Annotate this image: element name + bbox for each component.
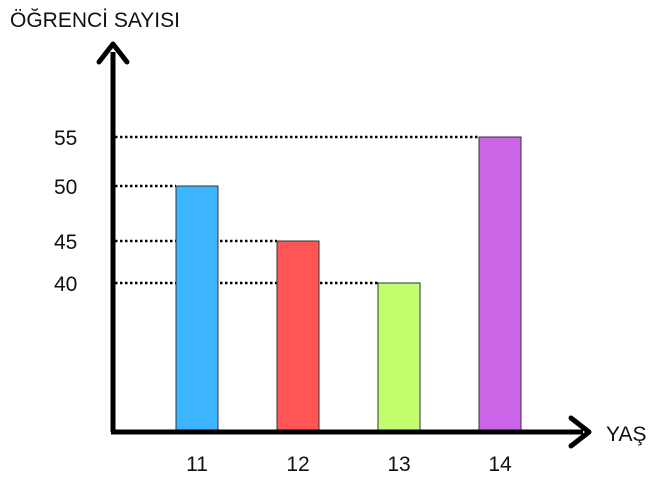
x-tick-label-11: 11 [186, 453, 208, 476]
bar-13 [377, 282, 421, 433]
y-tick-label-40: 40 [54, 273, 77, 296]
y-axis-arrow-icon [96, 41, 130, 65]
x-axis-title: YAŞ [606, 423, 646, 446]
bar-11 [175, 185, 219, 433]
bar-14 [478, 136, 522, 433]
y-tick-label-45: 45 [54, 231, 77, 254]
x-tick-label-13: 13 [387, 453, 410, 476]
y-tick-label-50: 50 [54, 176, 77, 199]
bar-12 [276, 240, 320, 433]
x-axis-arrow-icon [568, 415, 592, 449]
y-tick-label-55: 55 [54, 127, 77, 150]
x-tick-label-12: 12 [286, 453, 309, 476]
y-axis-title: ÖĞRENCİ SAYISI [10, 9, 180, 32]
x-tick-label-14: 14 [488, 453, 512, 476]
